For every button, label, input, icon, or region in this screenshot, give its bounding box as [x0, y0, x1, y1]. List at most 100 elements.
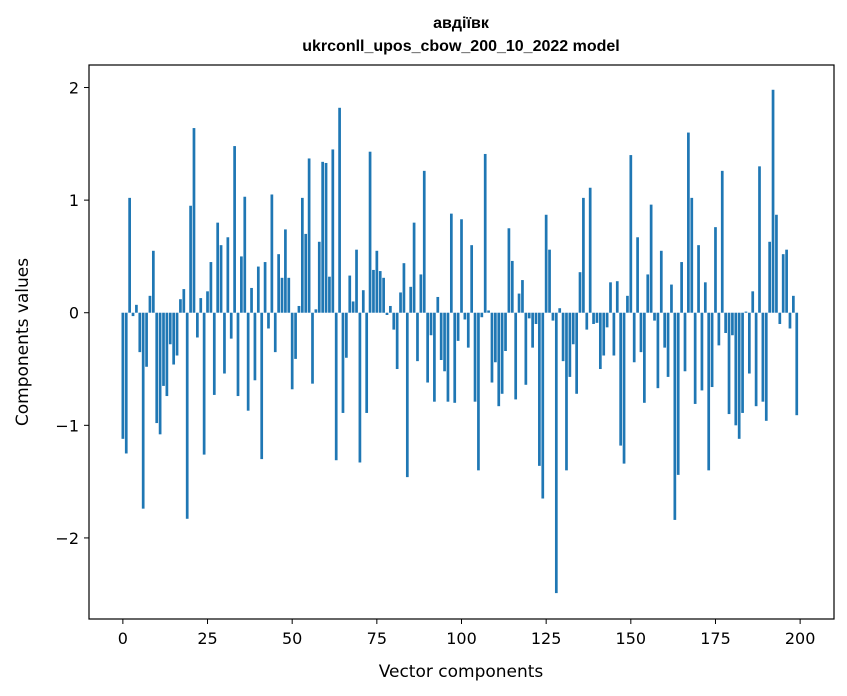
bar-76	[378, 271, 382, 313]
bar-91	[429, 312, 433, 336]
bar-79	[389, 305, 392, 313]
bar-195	[781, 254, 785, 313]
bar-170	[697, 245, 700, 313]
bar-62	[331, 149, 335, 313]
bar-105	[477, 312, 480, 471]
bar-173	[707, 312, 711, 471]
bar-3	[131, 312, 135, 317]
y-tick-label: −2	[55, 529, 79, 548]
bar-172	[703, 282, 707, 313]
bar-121	[531, 312, 534, 348]
bar-124	[541, 312, 545, 499]
bar-12	[162, 312, 165, 386]
bar-199	[795, 312, 799, 416]
bar-36	[243, 196, 247, 313]
bar-126	[548, 249, 551, 313]
bar-9	[151, 250, 155, 313]
bar-66	[345, 312, 348, 358]
bar-159	[659, 250, 663, 313]
bar-190	[764, 312, 768, 421]
bar-45	[273, 312, 277, 353]
bar-156	[649, 204, 653, 313]
bar-75	[375, 250, 379, 313]
bar-67	[348, 275, 352, 313]
x-tick-label: 200	[785, 629, 816, 648]
bar-51	[294, 312, 297, 359]
bar-196	[785, 249, 788, 313]
bar-46	[277, 254, 280, 313]
bar-193	[775, 214, 778, 313]
bar-59	[321, 161, 325, 313]
bar-40	[256, 266, 260, 313]
bar-150	[629, 155, 633, 313]
bar-90	[426, 312, 429, 383]
y-tick-label: 0	[69, 304, 79, 323]
bar-129	[558, 308, 562, 313]
bar-182	[737, 312, 741, 439]
bar-73	[368, 151, 372, 313]
bar-7	[145, 312, 148, 367]
bar-180	[731, 312, 734, 336]
bar-168	[690, 197, 694, 313]
bar-41	[260, 312, 264, 460]
bar-49	[287, 277, 291, 313]
bar-148	[622, 312, 626, 464]
bar-108	[487, 310, 490, 313]
x-tick-label: 75	[367, 629, 387, 648]
bar-97	[449, 213, 453, 313]
bar-141	[598, 312, 602, 370]
bar-25	[206, 291, 209, 313]
bar-101	[463, 312, 467, 320]
x-axis-label: Vector components	[379, 662, 544, 682]
bar-84	[405, 312, 409, 478]
bar-147	[619, 312, 623, 446]
bar-140	[595, 312, 599, 323]
bar-98	[453, 312, 457, 403]
bar-184	[744, 311, 748, 313]
bar-109	[490, 312, 494, 383]
bar-43	[267, 312, 270, 329]
bar-130	[561, 312, 565, 362]
bar-194	[778, 312, 782, 324]
bar-86	[412, 222, 416, 313]
bar-127	[551, 312, 555, 321]
bar-85	[409, 286, 413, 313]
bar-77	[382, 277, 385, 313]
bar-52	[297, 305, 301, 313]
bar-28	[216, 222, 220, 313]
bar-104	[473, 312, 477, 402]
bar-93	[436, 296, 440, 313]
bar-181	[734, 312, 738, 426]
bar-187	[754, 312, 758, 407]
bar-78	[385, 312, 389, 315]
bar-14	[168, 312, 172, 345]
bar-123	[538, 312, 541, 466]
bar-166	[683, 312, 687, 372]
x-tick-label: 175	[700, 629, 731, 648]
bar-35	[240, 256, 243, 313]
bar-31	[226, 237, 230, 313]
bar-167	[687, 132, 690, 313]
bar-119	[524, 312, 528, 385]
bar-128	[554, 312, 558, 594]
bar-138	[588, 187, 592, 313]
bar-56	[311, 312, 314, 384]
bar-70	[358, 312, 362, 463]
bar-44	[270, 194, 274, 313]
bar-80	[392, 312, 396, 330]
bar-58	[317, 241, 321, 313]
bar-191	[768, 241, 772, 313]
bar-161	[666, 312, 670, 377]
bar-134	[575, 312, 578, 394]
bar-55	[307, 158, 311, 313]
bar-188	[758, 166, 761, 313]
chart-subtitle: ukrconll_upos_cbow_200_10_2022 model	[302, 38, 619, 55]
bar-26	[209, 262, 213, 313]
bar-158	[656, 312, 660, 389]
bar-153	[639, 312, 643, 353]
bar-22	[196, 312, 199, 338]
bar-38	[250, 287, 253, 313]
bar-1	[124, 312, 128, 454]
bar-100	[460, 219, 463, 313]
